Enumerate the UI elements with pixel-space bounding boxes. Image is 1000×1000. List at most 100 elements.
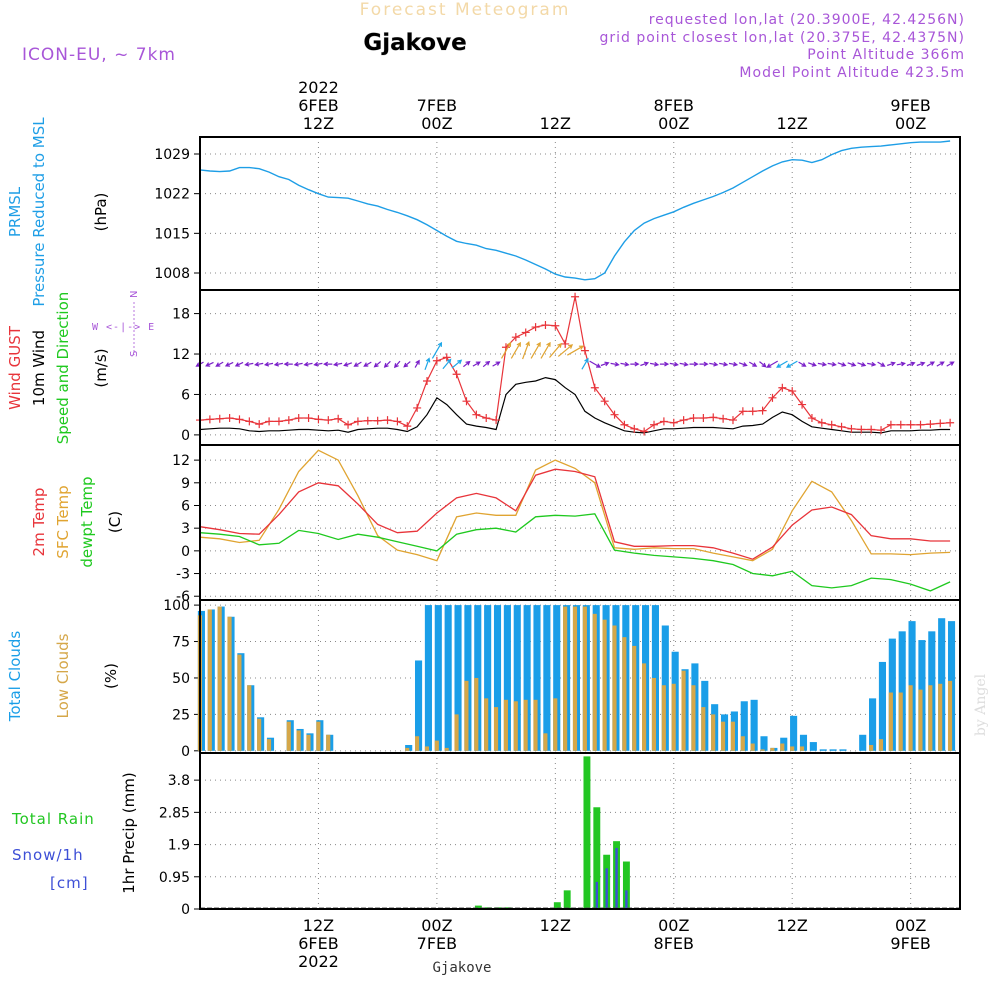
total-cloud-bar: [750, 699, 758, 751]
low-cloud-bar: [869, 744, 874, 751]
wind-direction-arrow: [798, 361, 807, 367]
low-cloud-bar: [622, 637, 627, 751]
label-snow-cm: [cm]: [50, 874, 89, 892]
wind-direction-arrow: [383, 360, 391, 368]
label-sfc-temp: SFC Temp: [54, 485, 72, 558]
wind-direction-arrow: [630, 361, 640, 367]
precip-ytick-label: 3.8: [168, 773, 190, 789]
label-pressure-unit: (hPa): [92, 193, 110, 232]
low-cloud-bar: [493, 707, 499, 751]
panel-precip: [317, 753, 912, 909]
low-cloud-bar: [316, 721, 321, 751]
bottom-time-label: 9FEB: [890, 934, 930, 953]
wind-direction-arrow: [867, 361, 877, 367]
gust-marker: [353, 417, 362, 426]
wind-direction-arrow: [946, 361, 955, 367]
gust-marker: [265, 417, 274, 426]
low-cloud-bar: [908, 685, 913, 751]
top-time-label: 8FEB: [654, 96, 694, 115]
low-cloud-bar: [543, 733, 548, 751]
wind-direction-arrow: [776, 360, 788, 368]
gust-marker: [679, 416, 688, 425]
wind-direction-arrow: [522, 341, 530, 360]
top-time-label: 9FEB: [890, 96, 930, 115]
total-cloud-bar: [790, 715, 798, 751]
temp2m-line: [199, 468, 951, 560]
snow-bar: [605, 868, 608, 909]
precip-ytick-label: 0: [181, 902, 190, 918]
temp-ytick-label: 3: [181, 521, 190, 537]
panels: 1008 1015 1022 1029 PRMSL Pressure Reduced to…: [6, 117, 961, 918]
wind-direction-arrow: [244, 361, 254, 367]
gust-marker: [314, 415, 323, 424]
label-cloud-unit: (%): [102, 663, 120, 689]
point-altitude: Point Altitude 366m: [807, 47, 965, 63]
wind-direction-arrow: [709, 361, 719, 367]
total-cloud-bar: [760, 736, 768, 751]
wind-direction-arrow: [759, 361, 767, 368]
wind-direction-arrow: [414, 359, 420, 368]
top-time-label: 7FEB: [417, 96, 457, 115]
bottom-time-label: 8FEB: [654, 934, 694, 953]
sfc-temp-line: [199, 449, 951, 562]
total-cloud-bar: [809, 742, 817, 751]
total-cloud-bar: [414, 660, 423, 751]
wind-direction-arrow: [254, 361, 264, 367]
gust-marker: [689, 414, 698, 423]
wind-direction-arrow: [549, 342, 562, 358]
wind-direction-arrow: [451, 359, 463, 369]
total-cloud-bar: [454, 605, 462, 751]
gust-marker: [432, 356, 441, 365]
wind-direction-arrow: [500, 341, 512, 359]
wind-direction-arrow: [699, 361, 709, 367]
wind-direction-arrow: [393, 360, 401, 369]
total-cloud-bar: [553, 605, 561, 751]
wind-direction-arrow: [827, 361, 837, 367]
cloud-ytick-label: 50: [172, 671, 190, 687]
low-cloud-bar: [286, 721, 291, 751]
low-cloud-bar: [642, 663, 647, 751]
total-cloud-bar: [829, 749, 837, 751]
gust-marker: [610, 410, 619, 419]
bottom-time-label: 12Z: [540, 916, 571, 935]
gust-marker: [541, 321, 550, 330]
total-cloud-bar: [740, 701, 748, 751]
wind-direction-arrow: [766, 360, 778, 368]
gust-marker: [334, 414, 343, 423]
gust-line: [199, 296, 951, 433]
gust-marker: [235, 415, 244, 424]
gust-marker: [492, 416, 501, 425]
total-cloud-bar: [819, 749, 827, 751]
total-cloud-bar: [839, 749, 847, 751]
wind-direction-arrow: [936, 361, 945, 367]
wind-direction-arrow: [916, 361, 926, 367]
cloud-ytick-label: 75: [172, 635, 190, 651]
gust-marker: [719, 414, 728, 423]
low-cloud-bar: [770, 747, 775, 751]
wind-direction-arrow: [557, 344, 574, 357]
temp-ytick-label: -6: [176, 589, 190, 605]
compass-n: N: [129, 291, 140, 298]
pressure-ytick-label: 1022: [154, 187, 190, 203]
low-cloud-bar: [799, 746, 805, 751]
watermark: by Angel: [973, 673, 989, 736]
rain-bar: [553, 902, 561, 909]
gust-marker: [650, 420, 659, 429]
gust-marker: [926, 420, 935, 429]
temp-ytick-label: 6: [181, 498, 190, 514]
low-cloud-bar: [434, 740, 439, 751]
wind-direction-arrow: [679, 361, 689, 367]
total-cloud-bar: [859, 734, 867, 751]
gust-marker: [304, 414, 313, 423]
gust-marker: [709, 413, 718, 422]
gust-marker: [798, 400, 807, 409]
label-low-clouds: Low Clouds: [54, 633, 72, 718]
wind-direction-arrow: [817, 361, 828, 367]
top-time-label: 00Z: [895, 114, 926, 133]
snow-bar: [615, 847, 618, 909]
wind-direction-arrow: [303, 361, 313, 367]
gust-marker: [225, 414, 234, 423]
gust-marker: [255, 420, 264, 429]
gust-marker: [669, 418, 678, 427]
pressure-ytick-label: 1029: [154, 147, 190, 163]
